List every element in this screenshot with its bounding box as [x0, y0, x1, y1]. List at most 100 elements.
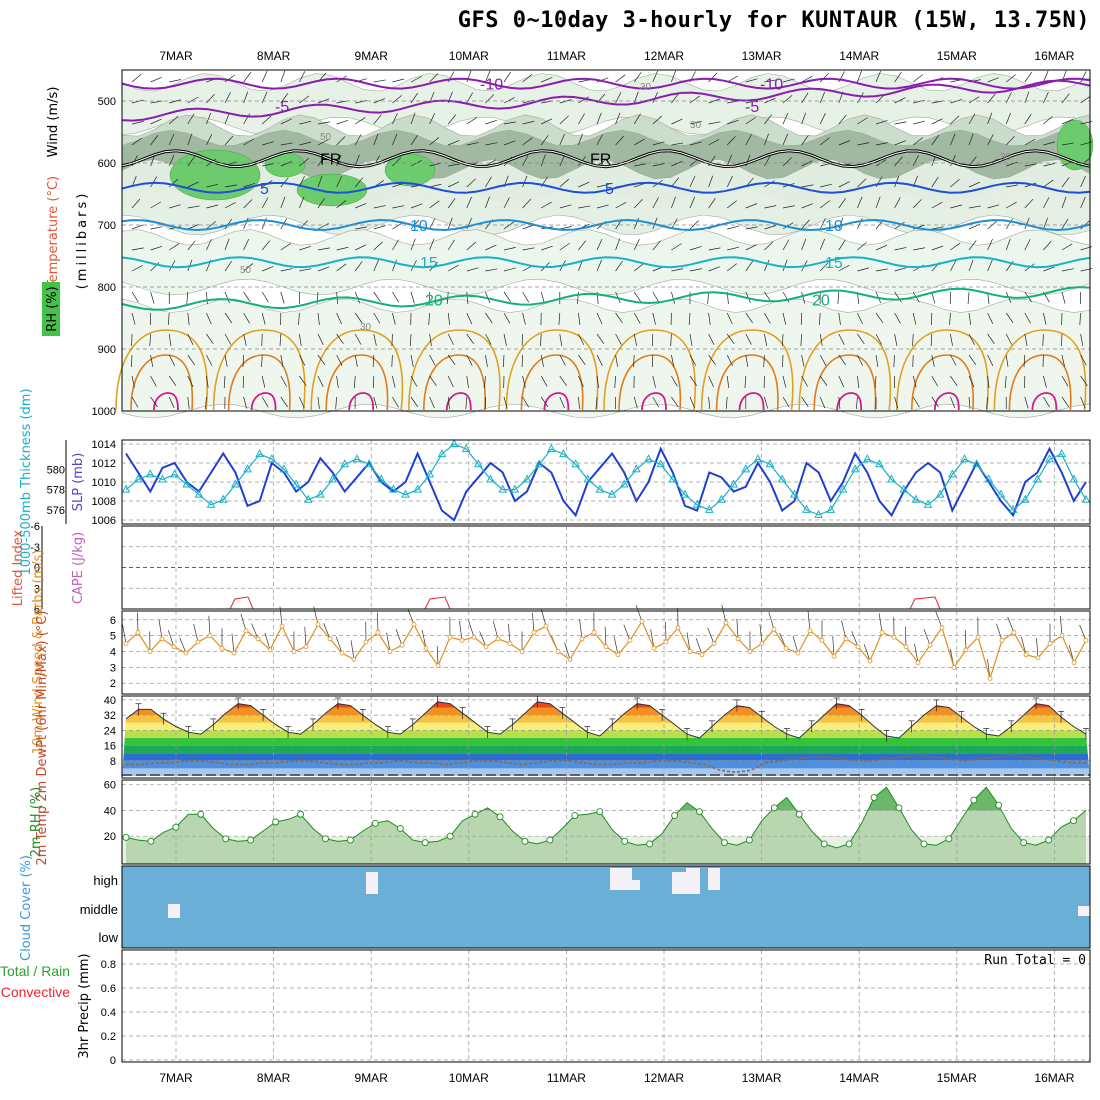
thickness-tick: 578	[47, 485, 65, 497]
date-label-bottom: 14MAR	[839, 1071, 879, 1085]
isotherm-label: 15	[420, 255, 438, 272]
wind-barb	[689, 141, 702, 146]
wind-barb	[224, 238, 230, 251]
wind-barb	[967, 291, 970, 304]
wind-barb	[708, 247, 721, 251]
wind-barb	[187, 312, 190, 325]
wind-barb	[466, 178, 476, 188]
wind-barb	[559, 154, 565, 167]
thickness-marker	[595, 484, 605, 493]
wind-barb	[206, 134, 213, 146]
wind-barb	[485, 312, 493, 324]
wind-barb	[689, 95, 700, 104]
thickness-marker	[972, 459, 981, 468]
temp-band	[122, 745, 1090, 754]
wind-barb	[317, 175, 323, 188]
wind-barb	[392, 205, 405, 209]
wind-barb	[578, 113, 585, 125]
wind-barb-10m	[386, 632, 391, 652]
rh-point	[421, 839, 429, 847]
wind-barb	[243, 263, 254, 272]
isotherm-label: -10	[480, 77, 503, 94]
wind-barb-10m	[1059, 615, 1063, 636]
wind-barb	[299, 396, 305, 409]
thickness-marker	[510, 484, 520, 493]
precip-panel-frame	[121, 949, 1091, 1063]
wind-speed-point	[819, 637, 825, 643]
wind-barb	[968, 96, 980, 104]
wind-speed-point	[543, 623, 549, 629]
wind-barb	[131, 198, 141, 209]
temp-contour-30	[310, 329, 404, 411]
wind-barb	[782, 259, 788, 272]
wind-barb	[466, 375, 469, 388]
wind-barb	[279, 333, 282, 346]
cloud-cell	[1078, 906, 1090, 916]
wind-speed-point	[963, 647, 969, 653]
wind-barb	[299, 268, 312, 272]
wind-barb	[150, 291, 155, 304]
cloud-layer-label: middle	[80, 902, 118, 917]
wind-barb	[745, 78, 758, 83]
wind-barb	[912, 333, 914, 347]
thickness-marker	[401, 489, 410, 498]
wind-barb	[763, 354, 765, 367]
wind-barb	[578, 79, 591, 83]
date-label-top: 9MAR	[355, 49, 389, 63]
wind-barb	[857, 241, 867, 251]
wind-barb	[410, 219, 420, 230]
rh-panel-frame	[121, 779, 1091, 865]
wind-speed-point	[315, 622, 321, 627]
wind-barb	[987, 259, 993, 272]
wind-barb	[503, 140, 516, 146]
wind-barb	[1061, 196, 1067, 209]
temp-band	[122, 707, 1090, 716]
wind-barb	[373, 79, 386, 83]
wind-barb	[950, 115, 960, 125]
wind-barb	[503, 97, 515, 104]
wind-barb	[168, 354, 176, 366]
wind-barb	[131, 99, 144, 104]
wind-barb	[727, 119, 739, 125]
rh-point	[870, 794, 878, 801]
wind-barb	[522, 137, 533, 146]
wind-barb	[131, 312, 136, 325]
wind-barb	[578, 333, 585, 345]
wind-barb	[242, 354, 244, 368]
wind-barb	[595, 396, 598, 409]
wind-barb	[727, 246, 739, 251]
wind-barb	[782, 157, 792, 167]
wind-barb	[373, 333, 377, 346]
wind-barb	[410, 238, 416, 251]
rh-point	[222, 835, 230, 843]
wind-barb	[466, 117, 478, 125]
wind-barb	[1005, 74, 1016, 83]
wind-barb	[206, 221, 216, 230]
wind-barb	[894, 175, 900, 188]
wind-barb	[819, 137, 830, 146]
wind-barb	[373, 241, 383, 251]
wind-barb	[317, 197, 325, 209]
wind-barb	[857, 354, 864, 366]
wind-barb	[1061, 396, 1070, 408]
thickness-marker	[656, 459, 666, 468]
wind-speed-point	[291, 649, 297, 654]
wind-barb	[745, 244, 757, 251]
wind-barb	[280, 142, 293, 146]
wind-barb	[1043, 375, 1047, 388]
wind-barb	[447, 239, 455, 251]
li-tick: 0	[34, 563, 40, 575]
cloud-cell	[632, 880, 640, 890]
wind-barb	[596, 238, 603, 251]
wind-barb	[336, 354, 343, 366]
rh-point	[770, 804, 778, 812]
wind-barb	[1024, 138, 1036, 146]
temp-contour-35	[618, 354, 682, 411]
wind-barb	[429, 73, 439, 83]
wind-barb-10m	[158, 619, 163, 639]
wind-speed-point	[219, 645, 225, 651]
thickness-marker	[571, 459, 580, 468]
thickness-marker	[352, 454, 362, 463]
wind-barb	[150, 226, 163, 230]
wind-barb	[708, 266, 720, 272]
